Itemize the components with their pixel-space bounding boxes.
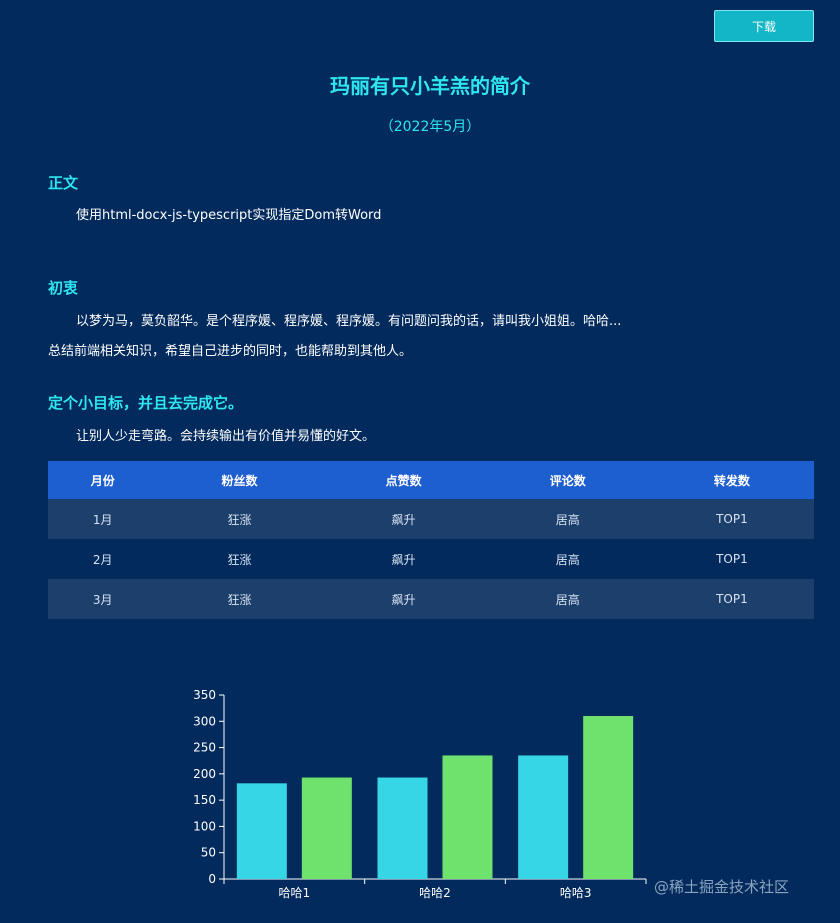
stats-table: 月份 粉丝数 点赞数 评论数 转发数 1月 狂涨 飙升 居高 TOP1 2月 狂… [48, 461, 814, 619]
table-cell: 2月 [92, 552, 113, 567]
section-intent-paragraph-1: 以梦为马，莫负韶华。是个程序媛、程序媛、程序媛。有问题问我的话，请叫我小姐姐。哈… [76, 314, 622, 329]
bar [518, 755, 569, 879]
section-heading-goal: 定个小目标，并且去完成它。 [48, 394, 244, 412]
table-cell: 1月 [92, 512, 113, 527]
table-header-likes: 点赞数 [385, 473, 422, 488]
y-tick-label: 300 [193, 714, 216, 728]
table-cell: 3月 [92, 592, 113, 607]
table-header-shares: 转发数 [713, 473, 750, 488]
table-header-fans: 粉丝数 [221, 473, 258, 488]
y-tick-label: 350 [193, 688, 216, 702]
y-tick-label: 200 [193, 767, 216, 781]
table-cell: 飙升 [391, 552, 416, 567]
table-row: 1月 狂涨 飙升 居高 TOP1 [48, 499, 814, 539]
x-tick-label: 哈哈1 [279, 886, 311, 900]
table-row: 2月 狂涨 飙升 居高 TOP1 [48, 539, 814, 579]
x-tick-label: 哈哈2 [419, 886, 451, 900]
document-subtitle: （2022年5月） [379, 119, 481, 135]
table-cell: TOP1 [716, 512, 748, 526]
document-title: 玛丽有只小羊羔的简介 [330, 74, 530, 98]
table-cell: 飙升 [391, 592, 416, 607]
table-cell: 居高 [555, 592, 580, 607]
table-header-comments: 评论数 [549, 473, 586, 488]
section-goal-paragraph: 让别人少走弯路。会持续输出有价值并易懂的好文。 [76, 429, 376, 444]
bar [377, 777, 428, 879]
stats-table-container: 月份 粉丝数 点赞数 评论数 转发数 1月 狂涨 飙升 居高 TOP1 2月 狂… [48, 461, 814, 619]
table-cell: 狂涨 [227, 512, 252, 527]
y-tick-label: 150 [193, 793, 216, 807]
x-tick-label: 哈哈3 [560, 886, 592, 900]
table-cell: TOP1 [716, 592, 748, 606]
section-body-paragraph: 使用html-docx-js-typescript实现指定Dom转Word [76, 208, 382, 223]
y-tick-label: 250 [193, 741, 216, 755]
table-cell: 居高 [555, 512, 580, 527]
table-cell: 飙升 [391, 512, 416, 527]
bar [236, 783, 287, 879]
bar [442, 755, 493, 879]
section-intent-paragraph-2: 总结前端相关知识，希望自己进步的同时，也能帮助到其他人。 [48, 344, 413, 359]
section-heading-intent: 初衷 [48, 279, 79, 297]
table-header-month: 月份 [90, 473, 115, 488]
table-header-row: 月份 粉丝数 点赞数 评论数 转发数 [48, 461, 814, 499]
y-tick-label: 0 [208, 872, 216, 886]
section-heading-body: 正文 [48, 174, 79, 192]
table-cell: 居高 [555, 552, 580, 567]
table-cell: 狂涨 [227, 592, 252, 607]
table-row: 3月 狂涨 飙升 居高 TOP1 [48, 579, 814, 619]
y-tick-label: 50 [201, 846, 216, 860]
table-cell: 狂涨 [227, 552, 252, 567]
y-tick-label: 100 [193, 819, 216, 833]
bar [583, 716, 634, 879]
download-button[interactable]: 下载 [714, 10, 814, 42]
watermark: @稀土掘金技术社区 [654, 878, 790, 896]
table-cell: TOP1 [716, 552, 748, 566]
bar-chart: 0 50 100 150 200 250 300 350 哈哈1 哈哈2 哈哈3 [193, 688, 647, 900]
bar [301, 777, 352, 879]
